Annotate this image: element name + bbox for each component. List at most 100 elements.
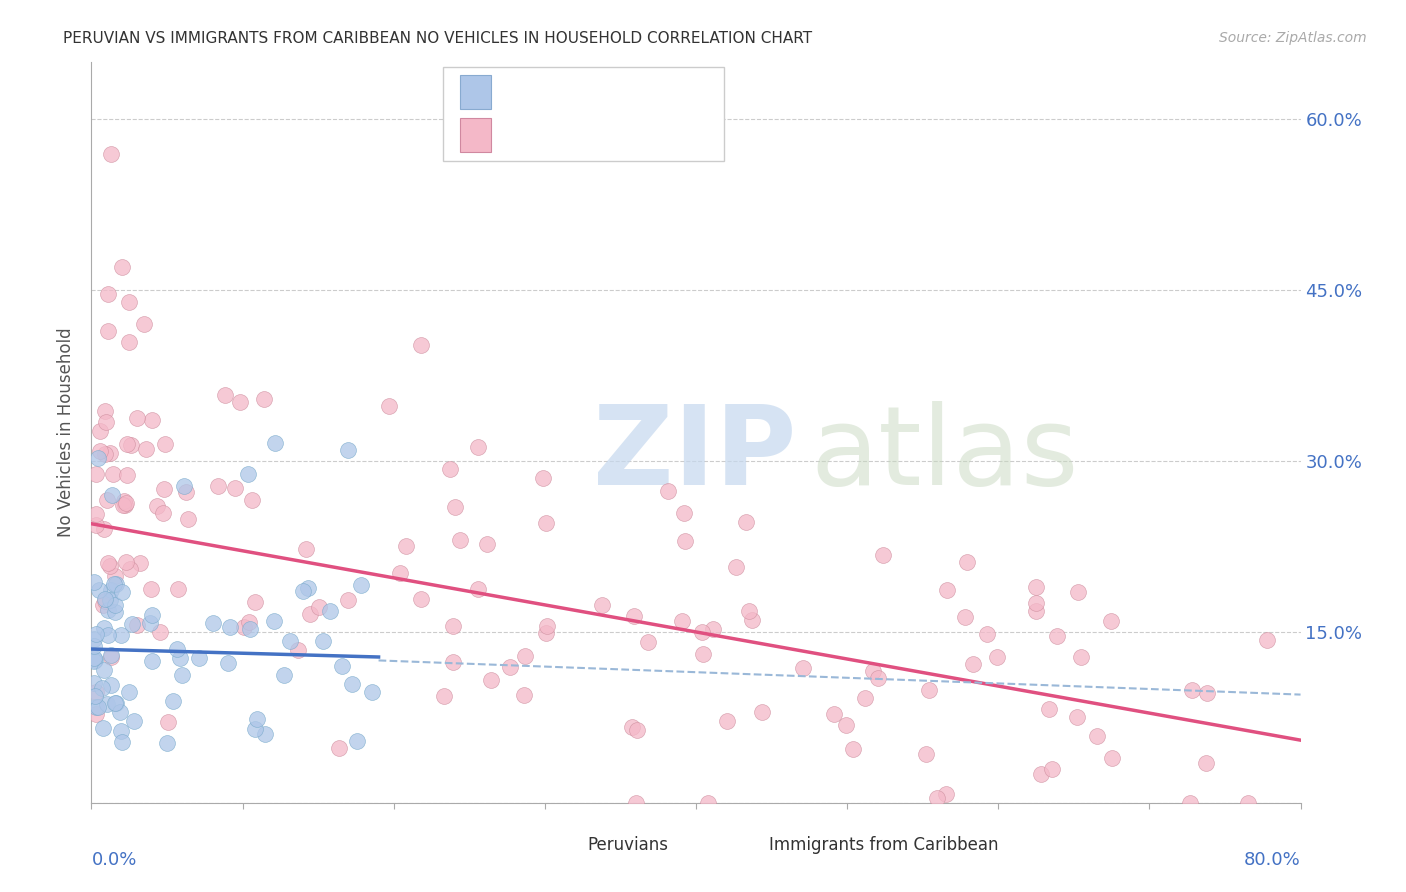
FancyBboxPatch shape <box>733 825 754 866</box>
Point <box>467 582 489 597</box>
Point <box>108 706 131 720</box>
Point <box>139 615 162 630</box>
Point <box>83 640 105 654</box>
Point <box>84 467 107 482</box>
Point <box>914 747 936 762</box>
Point <box>93 663 115 677</box>
Point <box>862 664 884 678</box>
Point <box>432 690 454 704</box>
Point <box>1038 702 1060 716</box>
Point <box>1025 604 1047 618</box>
Point <box>1195 686 1218 700</box>
Point <box>1101 614 1123 628</box>
Point <box>153 437 176 451</box>
Point <box>835 718 858 732</box>
Point <box>243 722 266 736</box>
Point <box>90 681 112 696</box>
Point <box>935 583 957 598</box>
Point <box>673 534 696 549</box>
Point <box>188 651 211 665</box>
Point <box>278 634 301 648</box>
Point <box>93 522 115 536</box>
Point <box>111 498 134 512</box>
Point <box>853 691 876 706</box>
Point <box>439 462 461 476</box>
Point <box>239 622 262 636</box>
Point <box>141 607 163 622</box>
Point <box>104 605 127 619</box>
Point <box>240 492 263 507</box>
Point <box>114 555 136 569</box>
Point <box>167 582 190 596</box>
Point <box>479 673 502 687</box>
Point <box>94 592 117 607</box>
Point <box>105 577 128 591</box>
Point <box>111 260 132 275</box>
Point <box>536 618 558 632</box>
Point <box>105 696 128 710</box>
Point <box>84 684 107 698</box>
Point <box>97 324 120 338</box>
Point <box>153 482 176 496</box>
Point <box>536 516 558 530</box>
Point <box>152 506 174 520</box>
Point <box>1067 585 1090 599</box>
Point <box>114 498 136 512</box>
Point <box>690 625 713 640</box>
Point <box>120 562 142 576</box>
Point <box>217 656 239 670</box>
Point <box>236 467 259 482</box>
Point <box>409 337 432 351</box>
Point <box>83 632 105 646</box>
Point <box>87 450 110 465</box>
Point <box>97 556 120 570</box>
Point <box>96 492 118 507</box>
Point <box>177 512 200 526</box>
Text: Peruvians: Peruvians <box>588 837 668 855</box>
Point <box>295 542 318 557</box>
Point <box>956 555 979 569</box>
Point <box>110 724 132 739</box>
Point <box>273 668 295 682</box>
Point <box>94 415 117 429</box>
Point <box>207 478 229 492</box>
Point <box>84 653 107 667</box>
Point <box>513 648 536 663</box>
Point <box>449 533 471 548</box>
Point <box>100 678 122 692</box>
Point <box>724 560 747 574</box>
Point <box>702 622 724 636</box>
Point <box>319 604 342 618</box>
Text: atlas: atlas <box>811 401 1080 508</box>
Point <box>104 696 127 710</box>
Text: -0.022: -0.022 <box>547 83 612 101</box>
Point <box>534 626 557 640</box>
Point <box>84 508 107 522</box>
Point <box>101 488 124 502</box>
Point <box>127 411 149 425</box>
Point <box>591 599 613 613</box>
Point <box>87 583 110 598</box>
Point <box>1256 632 1278 647</box>
Text: 0.0%: 0.0% <box>91 851 136 869</box>
Point <box>100 582 122 597</box>
Point <box>135 442 157 456</box>
Point <box>84 627 107 641</box>
Point <box>118 335 141 350</box>
Point <box>1181 682 1204 697</box>
Point <box>621 720 644 734</box>
Point <box>409 591 432 606</box>
Text: Source: ZipAtlas.com: Source: ZipAtlas.com <box>1219 31 1367 45</box>
Point <box>986 650 1008 665</box>
Point <box>751 706 773 720</box>
Point <box>842 742 865 756</box>
Point <box>872 548 894 562</box>
Point <box>89 424 111 438</box>
Point <box>104 598 127 612</box>
Point <box>243 595 266 609</box>
Point <box>1066 710 1088 724</box>
Point <box>134 318 156 332</box>
Text: 145: 145 <box>652 126 690 144</box>
Point <box>738 604 761 618</box>
Point <box>1029 766 1052 780</box>
